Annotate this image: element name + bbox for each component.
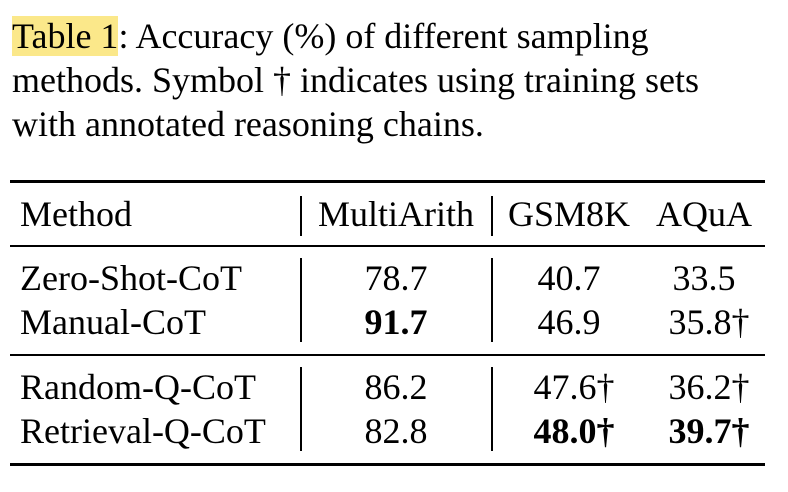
table-caption: Table 1: Accuracy (%) of different sampl… <box>12 14 772 146</box>
caption-line-3: with annotated reasoning chains. <box>12 104 484 144</box>
table-top-rule <box>10 180 765 183</box>
table-bottom-rule <box>10 463 765 466</box>
column-separator <box>491 367 493 451</box>
aqua-cell: 39.7† <box>668 411 750 451</box>
caption-text-1: : Accuracy (%) of different sampling <box>118 16 649 56</box>
gsm8k-cell: 46.9 <box>537 302 601 342</box>
column-separator <box>491 196 493 236</box>
gsm8k-cell: 48.0† <box>533 411 615 451</box>
column-separator <box>300 258 302 342</box>
aqua-cell: 36.2† <box>668 367 750 407</box>
header-method: Method <box>20 194 132 234</box>
caption-line-1: Table 1: Accuracy (%) of different sampl… <box>12 14 772 58</box>
multiarith-cell: 91.7 <box>364 302 428 342</box>
multiarith-cell: 78.7 <box>364 258 428 298</box>
multiarith-cell: 86.2 <box>364 367 428 407</box>
gsm8k-cell: 40.7 <box>537 258 601 298</box>
aqua-cell: 33.5 <box>672 258 736 298</box>
header-rule <box>10 245 765 247</box>
method-cell: Manual-CoT <box>20 302 206 342</box>
method-cell: Retrieval-Q-CoT <box>20 411 266 451</box>
method-cell: Random-Q-CoT <box>20 367 256 407</box>
caption-line-2: methods. Symbol † indicates using traini… <box>12 60 699 100</box>
column-separator <box>300 367 302 451</box>
multiarith-cell: 82.8 <box>364 411 428 451</box>
gsm8k-cell: 47.6† <box>533 367 615 407</box>
method-cell: Zero-Shot-CoT <box>20 258 242 298</box>
table-label: Table 1 <box>12 16 119 56</box>
header-gsm8k: GSM8K <box>507 194 631 234</box>
header-multiarith: MultiArith <box>317 194 474 234</box>
header-aqua: AQuA <box>656 194 752 234</box>
column-separator <box>300 196 302 236</box>
column-separator <box>491 258 493 342</box>
group-rule <box>10 354 765 356</box>
aqua-cell: 35.8† <box>668 302 750 342</box>
